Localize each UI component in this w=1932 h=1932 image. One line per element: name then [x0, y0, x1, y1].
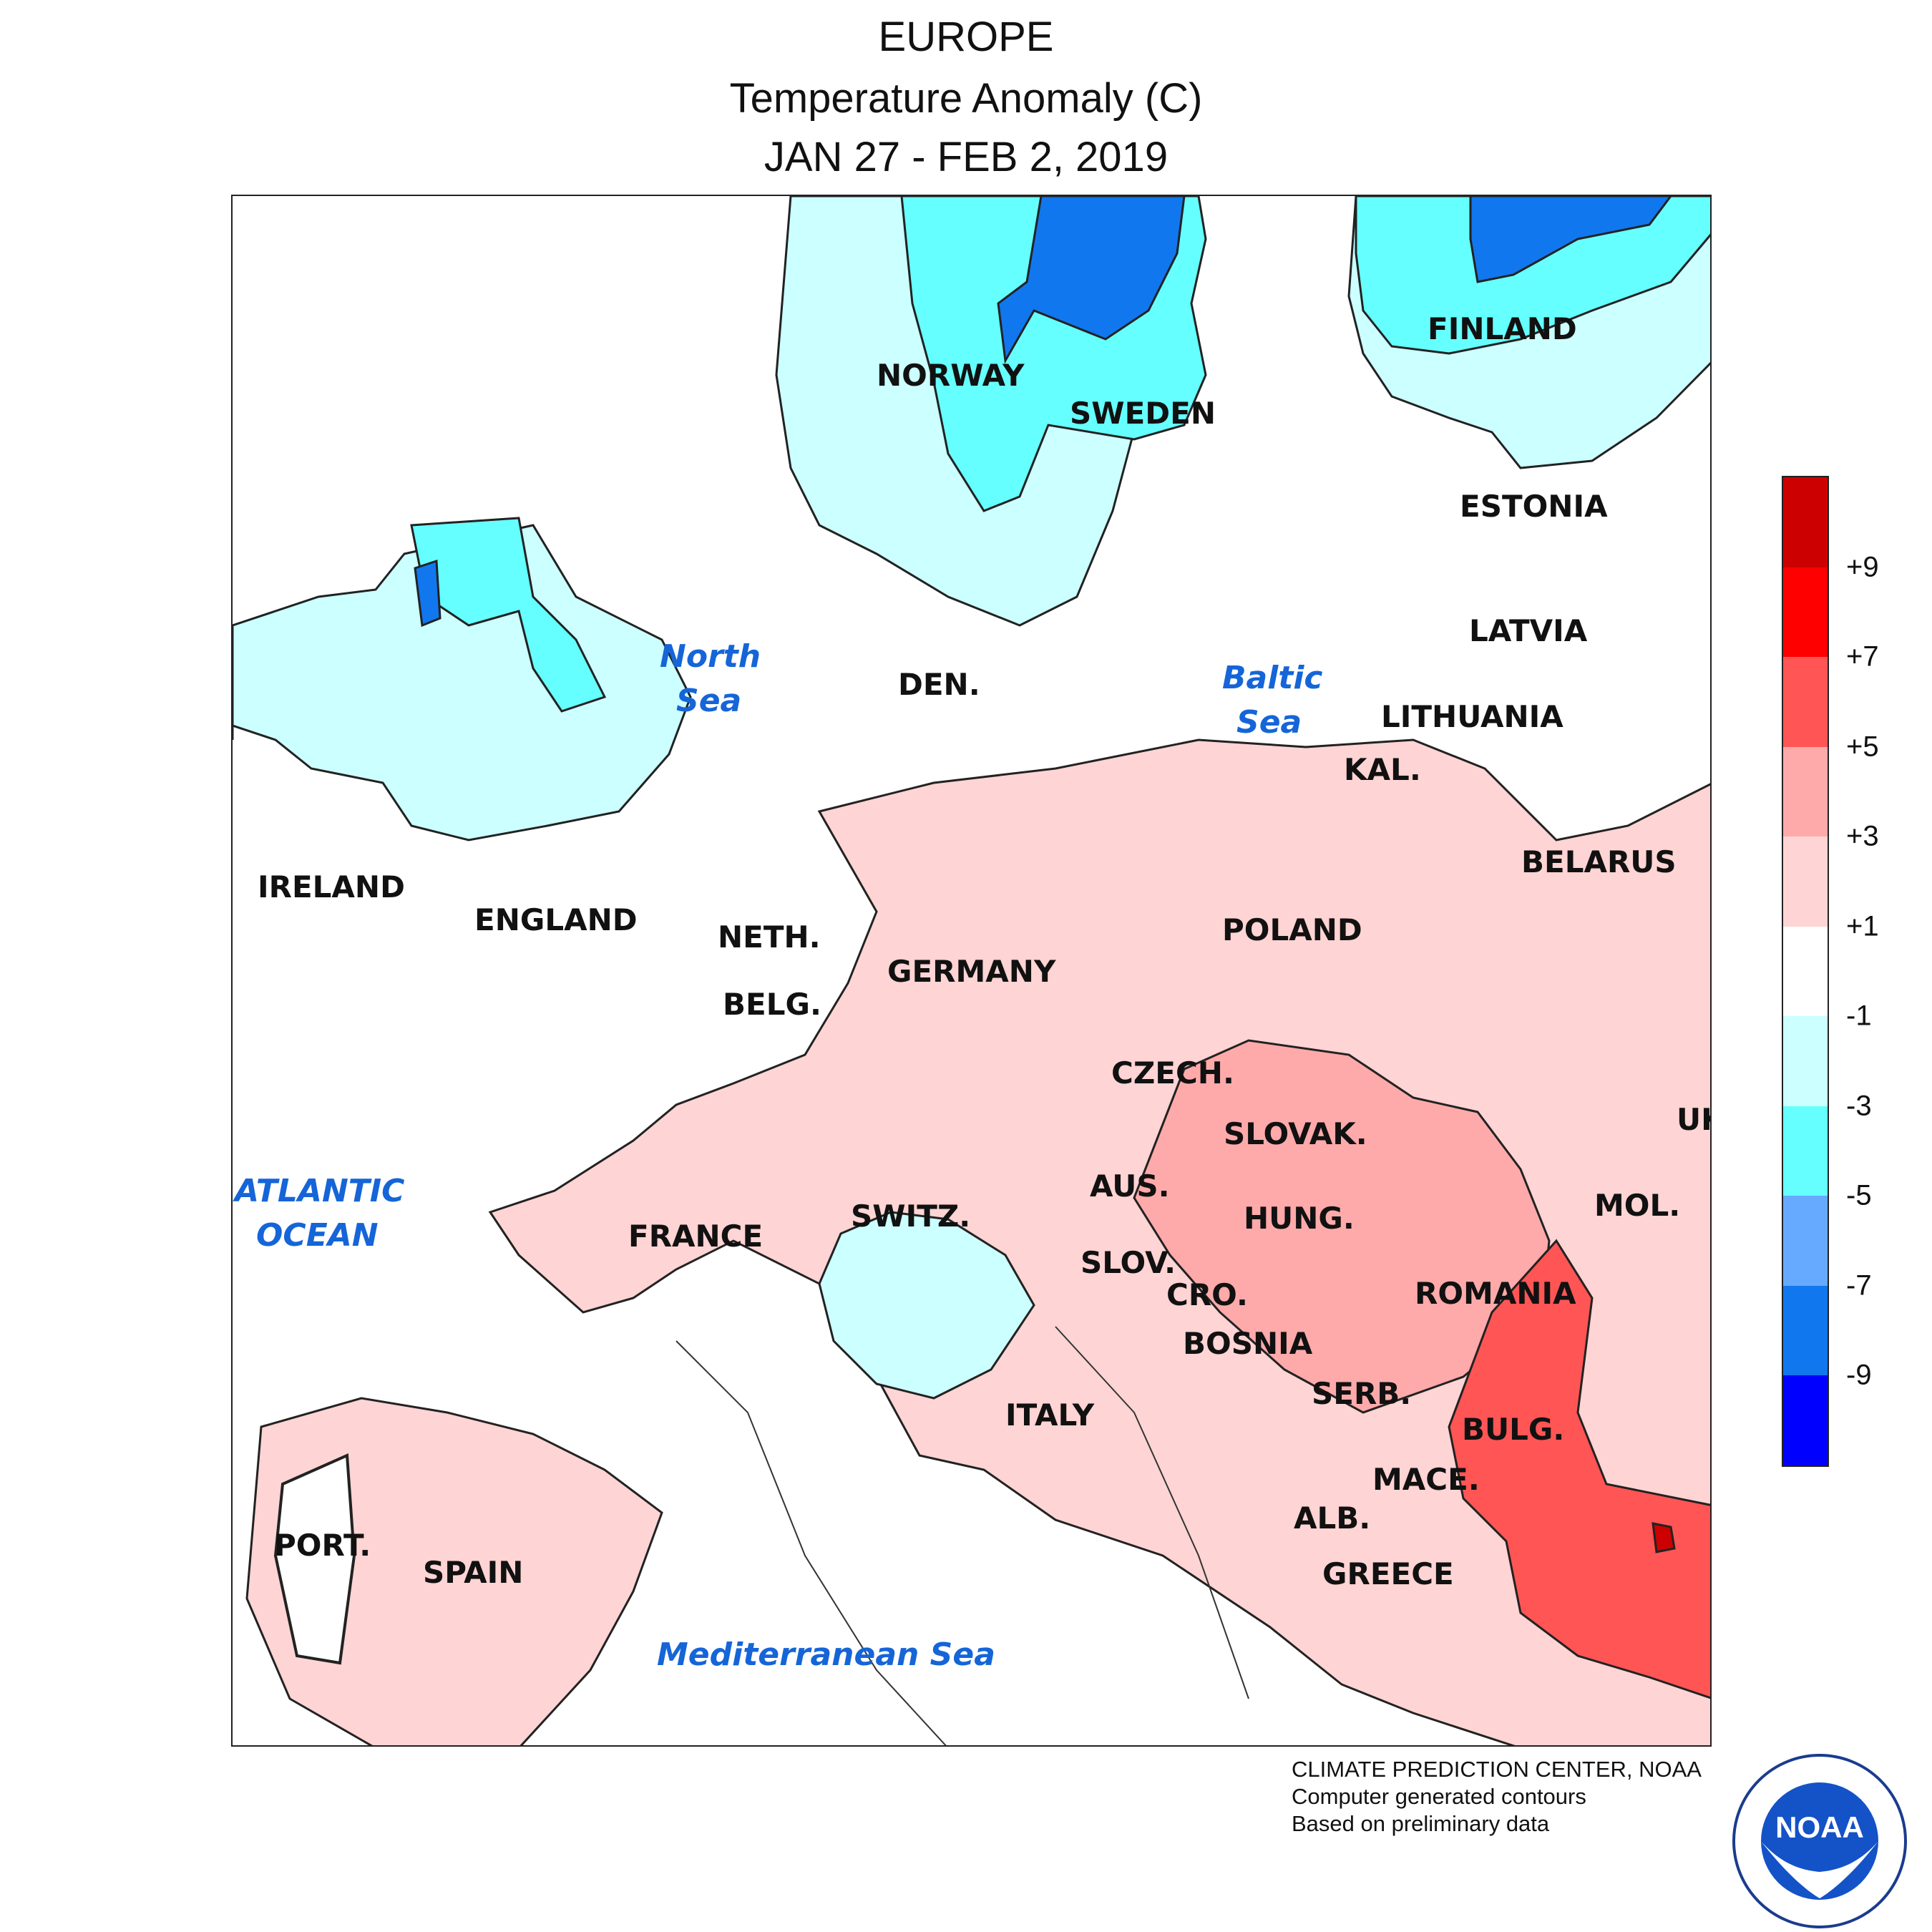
label-baltic-sea-line2: Sea: [1236, 704, 1302, 741]
label-sweden: SWEDEN: [1070, 396, 1216, 431]
label-atlantic-line1: ATLANTIC: [233, 1173, 404, 1209]
label-italy: ITALY: [1005, 1397, 1095, 1433]
label-finland: FINLAND: [1428, 311, 1577, 346]
label-poland: POLAND: [1222, 912, 1362, 947]
coastline-sketch: [675, 1326, 1249, 1745]
legend-swatch: [1783, 836, 1828, 927]
label-mediterranean-sea: Mediterranean Sea: [657, 1636, 995, 1673]
label-croatia: CRO.: [1166, 1277, 1248, 1312]
anomaly-area-iberia-warm: [245, 1397, 663, 1745]
legend-tick-label: -9: [1846, 1359, 1872, 1391]
label-moldova: MOL.: [1594, 1188, 1680, 1223]
label-lithuania: LITHUANIA: [1381, 699, 1563, 734]
label-romania: ROMANIA: [1415, 1276, 1576, 1311]
label-spain: SPAIN: [423, 1555, 523, 1590]
legend-tick-label: +3: [1846, 820, 1879, 852]
label-norway: NORWAY: [877, 358, 1025, 393]
label-ukraine: UK: [1677, 1102, 1712, 1137]
legend-swatch: [1783, 1285, 1828, 1376]
label-slovenia: SLOV.: [1080, 1245, 1176, 1280]
label-portugal: PORT.: [274, 1528, 371, 1563]
noaa-logo: NOAA: [1732, 1754, 1907, 1928]
label-germany: GERMANY: [887, 954, 1056, 989]
credit-note-contours: Computer generated contours: [1292, 1784, 1586, 1809]
anomaly-area-iberia-neutral: [273, 1453, 356, 1665]
label-greece: GREECE: [1322, 1556, 1454, 1591]
label-belarus: BELARUS: [1521, 844, 1677, 879]
label-bosnia: BOSNIA: [1183, 1326, 1313, 1361]
legend-swatch: [1783, 1196, 1828, 1287]
label-austria: AUS.: [1090, 1169, 1170, 1204]
anomaly-area-sweden-coldest: [997, 196, 1186, 364]
title-date-range: JAN 27 - FEB 2, 2019: [763, 134, 1169, 180]
label-kaliningrad: KAL.: [1344, 752, 1421, 787]
anomaly-area-alps-cold: [818, 1211, 1035, 1400]
anomaly-area-central-europe-warm: [488, 738, 1710, 1745]
anomaly-area-scotland-colder: [410, 517, 607, 713]
legend-tick-label: -3: [1846, 1090, 1872, 1122]
legend-colorbar: [1782, 476, 1829, 1467]
legend-tick-label: -7: [1846, 1269, 1872, 1302]
label-latvia: LATVIA: [1469, 613, 1588, 648]
legend-swatch: [1783, 1375, 1828, 1466]
legend-tick-label: -5: [1846, 1179, 1872, 1211]
credit-note-preliminary: Based on preliminary data: [1292, 1811, 1550, 1836]
legend-tick-label: -1: [1846, 1000, 1872, 1032]
anomaly-map: NORWAY SWEDEN FINLAND ESTONIA LATVIA LIT…: [231, 195, 1712, 1747]
legend-swatch: [1783, 657, 1828, 748]
label-serbia: SERB.: [1312, 1376, 1411, 1411]
label-england: ENGLAND: [474, 902, 638, 937]
label-switzerland: SWITZ.: [851, 1199, 970, 1234]
map-canvas: NORWAY SWEDEN FINLAND ESTONIA LATVIA LIT…: [233, 196, 1712, 1745]
anomaly-area-scotland-coldest: [414, 559, 441, 628]
credit-source: CLIMATE PREDICTION CENTER, NOAA: [1292, 1757, 1702, 1782]
legend-tick-label: +1: [1846, 910, 1879, 942]
legend-tick-label: +7: [1846, 640, 1879, 673]
anomaly-area-finland-coldest: [1469, 196, 1672, 283]
label-albania: ALB.: [1294, 1501, 1370, 1536]
label-slovakia: SLOVAK.: [1224, 1116, 1367, 1151]
label-baltic-sea-line1: Baltic: [1222, 660, 1323, 696]
label-north-sea-line1: North: [660, 638, 761, 675]
anomaly-area-black-sea-warmest: [1448, 1239, 1710, 1699]
legend-swatch: [1783, 567, 1828, 658]
label-netherlands: NETH.: [718, 919, 821, 955]
legend-tick-label: +9: [1846, 551, 1879, 583]
legend-swatch: [1783, 926, 1828, 1017]
anomaly-area-finland-colder: [1355, 196, 1710, 355]
label-bulgaria: BULG.: [1462, 1412, 1564, 1447]
label-denmark: DEN.: [898, 667, 980, 702]
label-france: FRANCE: [628, 1219, 763, 1254]
legend-swatch: [1783, 477, 1828, 568]
title-region: EUROPE: [878, 14, 1054, 60]
label-hungary: HUNG.: [1244, 1201, 1355, 1236]
label-atlantic-line2: OCEAN: [256, 1217, 379, 1254]
legend-swatch: [1783, 746, 1828, 837]
label-estonia: ESTONIA: [1460, 489, 1608, 524]
legend-tick-label: +5: [1846, 731, 1879, 763]
anomaly-area-britain-cold: [233, 524, 692, 841]
label-belgium: BELG.: [723, 987, 821, 1022]
label-north-sea-line2: Sea: [676, 683, 741, 719]
label-macedonia: MACE.: [1372, 1462, 1480, 1497]
noaa-logo-text: NOAA: [1775, 1810, 1864, 1844]
anomaly-area-turkey-peak: [1652, 1522, 1676, 1553]
label-czech: CZECH.: [1111, 1055, 1234, 1091]
label-ireland: IRELAND: [258, 869, 405, 904]
title-variable: Temperature Anomaly (C): [729, 75, 1203, 122]
legend-swatch: [1783, 1106, 1828, 1196]
legend-swatch: [1783, 1016, 1828, 1107]
